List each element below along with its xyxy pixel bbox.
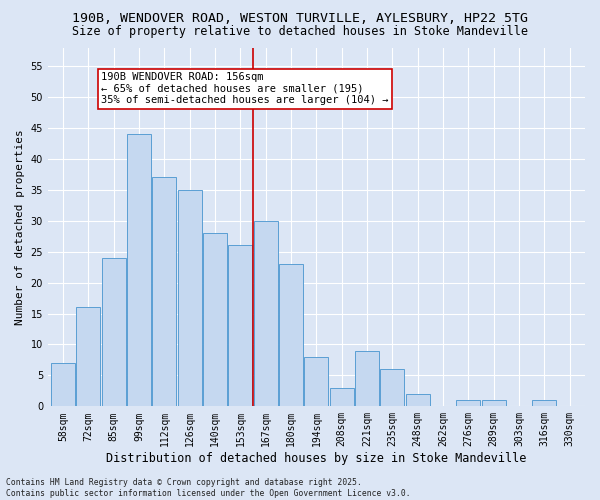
Bar	[76, 308, 100, 406]
Bar	[127, 134, 151, 406]
Text: Contains HM Land Registry data © Crown copyright and database right 2025.
Contai: Contains HM Land Registry data © Crown c…	[6, 478, 410, 498]
Y-axis label: Number of detached properties: Number of detached properties	[15, 129, 25, 325]
Bar	[330, 388, 354, 406]
Text: Size of property relative to detached houses in Stoke Mandeville: Size of property relative to detached ho…	[72, 25, 528, 38]
Bar	[229, 246, 253, 406]
Bar	[355, 350, 379, 406]
Bar	[304, 357, 328, 406]
Bar	[279, 264, 303, 406]
Bar	[152, 178, 176, 406]
Bar	[254, 220, 278, 406]
Bar	[457, 400, 481, 406]
X-axis label: Distribution of detached houses by size in Stoke Mandeville: Distribution of detached houses by size …	[106, 452, 527, 465]
Bar	[203, 233, 227, 406]
Text: 190B, WENDOVER ROAD, WESTON TURVILLE, AYLESBURY, HP22 5TG: 190B, WENDOVER ROAD, WESTON TURVILLE, AY…	[72, 12, 528, 26]
Bar	[406, 394, 430, 406]
Bar	[102, 258, 126, 406]
Bar	[178, 190, 202, 406]
Bar	[532, 400, 556, 406]
Bar	[51, 363, 75, 406]
Bar	[482, 400, 506, 406]
Text: 190B WENDOVER ROAD: 156sqm
← 65% of detached houses are smaller (195)
35% of sem: 190B WENDOVER ROAD: 156sqm ← 65% of deta…	[101, 72, 389, 106]
Bar	[380, 369, 404, 406]
